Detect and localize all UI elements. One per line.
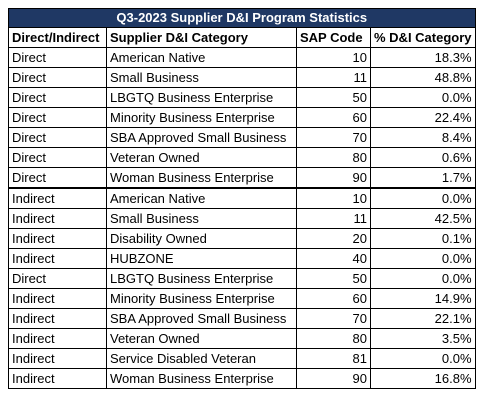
cell-sap-code: 20 (296, 228, 371, 249)
cell-category: SBA Approved Small Business (106, 308, 297, 329)
cell-direct-indirect: Indirect (8, 308, 107, 329)
table-row: Direct Minority Business Enterprise 60 22.4… (8, 107, 476, 128)
table-row: Indirect Disability Owned 20 0.1% (8, 228, 476, 249)
table-body: Direct American Native 10 18.3% Direct Small … (8, 47, 476, 389)
cell-sap-code: 11 (296, 208, 371, 229)
table-row: Indirect Veteran Owned 80 3.5% (8, 328, 476, 349)
cell-direct-indirect: Indirect (8, 368, 107, 389)
table-row: Direct LBGTQ Business Enterprise 50 0.0% (8, 268, 476, 289)
stats-table-container: Q3-2023 Supplier D&I Program Statistics … (8, 8, 476, 389)
cell-percent: 0.0% (370, 248, 476, 269)
cell-sap-code: 10 (296, 47, 371, 68)
cell-direct-indirect: Direct (8, 268, 107, 289)
cell-percent: 0.0% (370, 348, 476, 369)
cell-sap-code: 40 (296, 248, 371, 269)
cell-direct-indirect: Indirect (8, 248, 107, 269)
cell-percent: 42.5% (370, 208, 476, 229)
table-row: Indirect Service Disabled Veteran 81 0.0% (8, 348, 476, 369)
table-row: Direct American Native 10 18.3% (8, 47, 476, 68)
cell-category: LBGTQ Business Enterprise (106, 87, 297, 108)
cell-sap-code: 90 (296, 167, 371, 189)
cell-sap-code: 60 (296, 288, 371, 309)
table-row: Indirect American Native 10 0.0% (8, 187, 476, 209)
cell-category: Small Business (106, 208, 297, 229)
cell-direct-indirect: Indirect (8, 288, 107, 309)
cell-direct-indirect: Direct (8, 87, 107, 108)
table-row: Indirect Minority Business Enterprise 60 14… (8, 288, 476, 309)
cell-sap-code: 70 (296, 308, 371, 329)
cell-percent: 0.0% (370, 87, 476, 108)
table-row: Direct Veteran Owned 80 0.6% (8, 147, 476, 168)
table-row: Direct LBGTQ Business Enterprise 50 0.0% (8, 87, 476, 108)
cell-category: American Native (106, 187, 297, 209)
cell-category: LBGTQ Business Enterprise (106, 268, 297, 289)
cell-category: Veteran Owned (106, 328, 297, 349)
cell-category: Veteran Owned (106, 147, 297, 168)
cell-category: Disability Owned (106, 228, 297, 249)
cell-direct-indirect: Indirect (8, 228, 107, 249)
cell-percent: 18.3% (370, 47, 476, 68)
table-title: Q3-2023 Supplier D&I Program Statistics (8, 8, 476, 28)
cell-percent: 22.1% (370, 308, 476, 329)
cell-sap-code: 80 (296, 328, 371, 349)
cell-direct-indirect: Direct (8, 167, 107, 189)
cell-sap-code: 11 (296, 67, 371, 88)
cell-direct-indirect: Indirect (8, 208, 107, 229)
supplier-stats-table: Q3-2023 Supplier D&I Program Statistics … (8, 8, 476, 389)
table-row: Direct SBA Approved Small Business 70 8.4% (8, 127, 476, 148)
cell-percent: 16.8% (370, 368, 476, 389)
cell-category: Minority Business Enterprise (106, 107, 297, 128)
table-row: Indirect Small Business 11 42.5% (8, 208, 476, 229)
table-row: Indirect SBA Approved Small Business 70 22.… (8, 308, 476, 329)
cell-sap-code: 80 (296, 147, 371, 168)
cell-percent: 0.0% (370, 268, 476, 289)
cell-direct-indirect: Indirect (8, 348, 107, 369)
cell-direct-indirect: Direct (8, 67, 107, 88)
header-direct-indirect: Direct/Indirect (8, 27, 107, 48)
cell-percent: 3.5% (370, 328, 476, 349)
cell-category: Woman Business Enterprise (106, 368, 297, 389)
cell-percent: 48.8% (370, 67, 476, 88)
cell-category: Woman Business Enterprise (106, 167, 297, 189)
cell-sap-code: 50 (296, 87, 371, 108)
cell-percent: 0.0% (370, 187, 476, 209)
table-row: Direct Small Business 11 48.8% (8, 67, 476, 88)
cell-direct-indirect: Direct (8, 127, 107, 148)
cell-direct-indirect: Indirect (8, 328, 107, 349)
cell-sap-code: 60 (296, 107, 371, 128)
cell-category: HUBZONE (106, 248, 297, 269)
cell-percent: 22.4% (370, 107, 476, 128)
table-row: Indirect HUBZONE 40 0.0% (8, 248, 476, 269)
cell-category: American Native (106, 47, 297, 68)
cell-direct-indirect: Direct (8, 47, 107, 68)
cell-sap-code: 81 (296, 348, 371, 369)
cell-percent: 0.6% (370, 147, 476, 168)
table-row: Direct Woman Business Enterprise 90 1.7% (8, 167, 476, 189)
cell-category: Minority Business Enterprise (106, 288, 297, 309)
cell-direct-indirect: Direct (8, 107, 107, 128)
cell-sap-code: 90 (296, 368, 371, 389)
table-row: Indirect Woman Business Enterprise 90 16.8% (8, 368, 476, 389)
cell-direct-indirect: Indirect (8, 187, 107, 209)
cell-sap-code: 10 (296, 187, 371, 209)
cell-direct-indirect: Direct (8, 147, 107, 168)
cell-category: Small Business (106, 67, 297, 88)
header-category: Supplier D&I Category (106, 27, 297, 48)
cell-percent: 14.9% (370, 288, 476, 309)
cell-sap-code: 50 (296, 268, 371, 289)
header-sap-code: SAP Code (296, 27, 371, 48)
cell-percent: 8.4% (370, 127, 476, 148)
cell-percent: 0.1% (370, 228, 476, 249)
cell-percent: 1.7% (370, 167, 476, 189)
header-percent: % D&I Category (370, 27, 476, 48)
cell-category: Service Disabled Veteran (106, 348, 297, 369)
cell-category: SBA Approved Small Business (106, 127, 297, 148)
cell-sap-code: 70 (296, 127, 371, 148)
